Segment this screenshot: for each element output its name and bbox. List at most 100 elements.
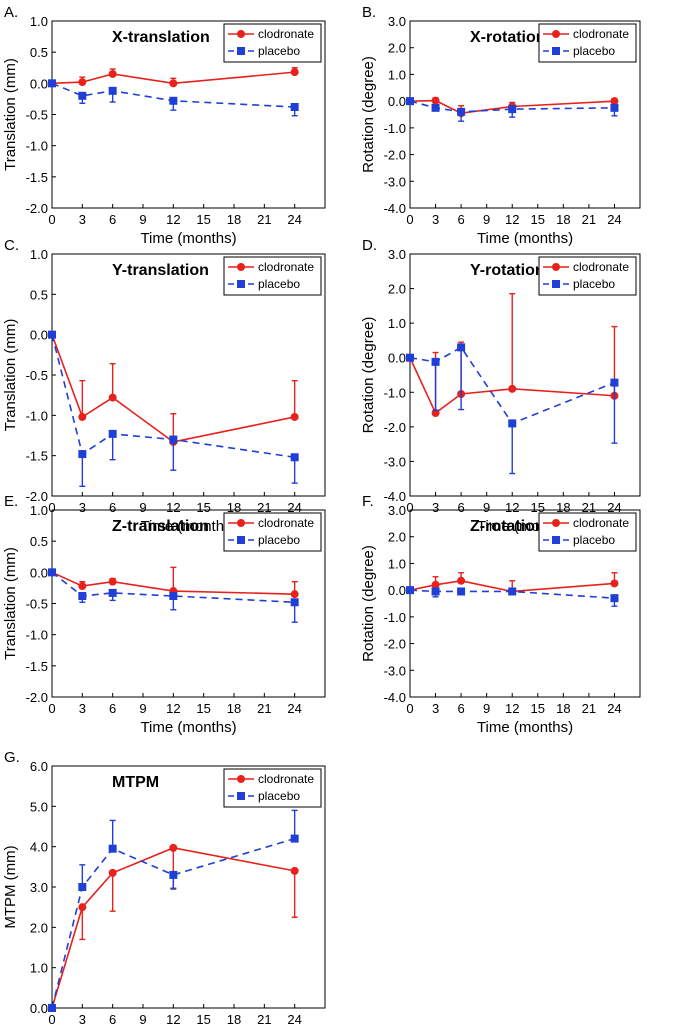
y-tick-label: 3.0 [30,880,48,895]
data-point-clodronate [78,78,87,87]
legend-label-clodronate: clodronate [258,27,314,41]
x-axis-label: Time (months) [140,719,236,736]
legend: clodronate placebo [538,512,637,552]
x-tick-label: 24 [607,701,621,716]
x-tick-label: 15 [196,500,210,515]
data-point-placebo [108,844,117,853]
x-tick-label: 9 [139,1012,146,1025]
data-point-placebo [48,1004,56,1012]
y-axis-label: Rotation (degree) [360,545,377,662]
y-tick-label: 1.0 [30,503,48,518]
panel-a: -2.0 -1.5 -1.0 -0.5 0.0 0.5 1.0 0 3 6 9 12 15 18 21 24 T… [2,4,326,247]
data-point-placebo [169,592,178,601]
data-point-clodronate [78,582,87,591]
y-tick-label: -1.0 [26,408,48,423]
x-tick-label: 21 [582,701,596,716]
x-tick-label: 24 [287,212,301,227]
data-point-placebo [431,357,440,366]
data-point-placebo [108,588,117,597]
chart-title: MTPM [112,774,159,791]
data-point-clodronate [108,868,117,877]
x-tick-label: 18 [227,701,241,716]
x-tick-label: 15 [531,212,545,227]
y-tick-label: 2.0 [388,282,406,297]
legend: clodronate placebo [223,512,322,552]
y-tick-label: -0.5 [26,108,48,123]
x-tick-label: 3 [79,500,86,515]
data-point-placebo [290,834,299,843]
x-tick-label: 9 [139,701,146,716]
x-tick-label: 12 [505,701,519,716]
legend-label-clodronate: clodronate [258,260,314,274]
y-tick-label: 1.0 [30,14,48,29]
x-tick-label: 3 [79,701,86,716]
data-point-placebo [78,91,87,100]
legend-marker-placebo [237,536,245,544]
legend-label-placebo: placebo [258,277,300,291]
y-tick-label: -4.0 [384,489,406,504]
data-point-placebo [290,103,299,112]
y-tick-label: 1.0 [388,556,406,571]
x-tick-label: 21 [257,701,271,716]
y-tick-label: -2.0 [384,148,406,163]
chart-title: Y-rotation [470,262,545,279]
legend-label-placebo: placebo [258,44,300,58]
y-tick-label: 0.0 [388,94,406,109]
data-point-placebo [169,435,178,444]
y-tick-label: 1.0 [388,316,406,331]
legend-marker-placebo [237,792,245,800]
x-tick-label: 18 [556,500,570,515]
data-point-clodronate [610,97,619,106]
data-point-placebo [431,103,440,112]
series-line-placebo [51,571,295,604]
data-point-placebo [290,598,299,607]
y-tick-label: -2.0 [26,489,48,504]
y-tick-label: 0.0 [30,1001,48,1016]
y-tick-label: 3.0 [388,247,406,262]
panel-c: -2.0-1.5-1.0-0.50.00.51.00 3 6 9 12 15 18 21 24T… [2,237,326,535]
y-tick-label: -1.0 [384,385,406,400]
data-point-placebo [108,429,117,438]
legend-marker-placebo [552,536,560,544]
y-tick-label: -1.0 [384,610,406,625]
y-tick-label: -1.0 [384,121,406,136]
data-point-clodronate [108,69,117,78]
panel-label: G. [4,749,20,766]
panel-label: D. [362,237,377,254]
data-point-placebo [78,883,87,891]
x-tick-label: 3 [432,500,439,515]
legend-label-clodronate: clodronate [258,772,314,786]
y-tick-label: -1.0 [26,139,48,154]
legend: clodronate placebo [223,256,322,296]
y-axis-label: Translation (mm) [2,58,19,171]
x-tick-label: 9 [483,212,490,227]
data-point-placebo [108,86,117,95]
x-tick-label: 21 [582,500,596,515]
data-point-clodronate [108,577,117,586]
panel-f: -4.0-3.0-2.0-1.00.01.02.03.00 3 6 9 12 15 18 21… [360,493,641,736]
x-tick-label: 18 [227,212,241,227]
data-point-placebo [508,105,517,114]
x-tick-label: 24 [607,500,621,515]
y-tick-label: 0.5 [30,45,48,60]
chart-title: Z-translation [112,518,209,535]
x-tick-label: 18 [227,1012,241,1025]
y-tick-label: 2.0 [30,920,48,935]
plot-frame [409,509,641,698]
y-tick-label: -1.5 [26,659,48,674]
panel-label: C. [4,237,19,254]
x-tick-label: 15 [196,212,210,227]
data-point-placebo [406,353,414,362]
y-tick-label: -1.5 [26,449,48,464]
y-tick-label: -0.5 [26,597,48,612]
x-tick-label: 6 [109,1012,116,1025]
chart-title: X-rotation [470,29,546,46]
data-point-clodronate [169,843,178,852]
y-tick-label: -3.0 [384,174,406,189]
data-point-placebo [406,97,414,106]
legend-marker-clodronate [237,519,245,527]
data-point-clodronate [457,576,466,585]
x-tick-label: 15 [531,701,545,716]
legend: clodronate placebo [538,23,637,63]
data-point-clodronate [78,412,87,421]
